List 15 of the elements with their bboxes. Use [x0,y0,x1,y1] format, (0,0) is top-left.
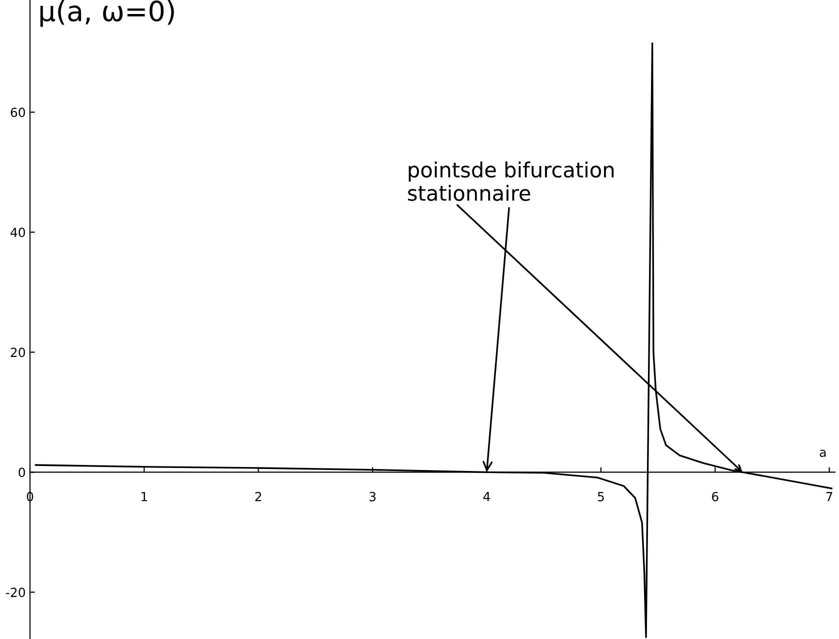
y-axis-title: μ(a, ω=0) [40,0,174,27]
y-tick-label: -20 [6,588,26,598]
x-tick-label: 4 [483,492,490,502]
x-tick-label: 5 [598,492,604,502]
annotation: pointsde bifurcation stationnaire [408,162,614,201]
x-tick-label: 6 [712,492,718,502]
x-tick-label: 7 [826,492,832,502]
y-tick-label: 40 [10,228,26,238]
y-tick-label: 60 [10,108,26,118]
x-axis-title: a [820,450,826,457]
x-tick-label: 2 [255,492,262,502]
y-tick-label: 20 [10,348,26,358]
x-tick-label: 1 [142,492,148,502]
y-tick-label: 0 [18,468,26,478]
x-tick-label: 3 [370,492,376,502]
